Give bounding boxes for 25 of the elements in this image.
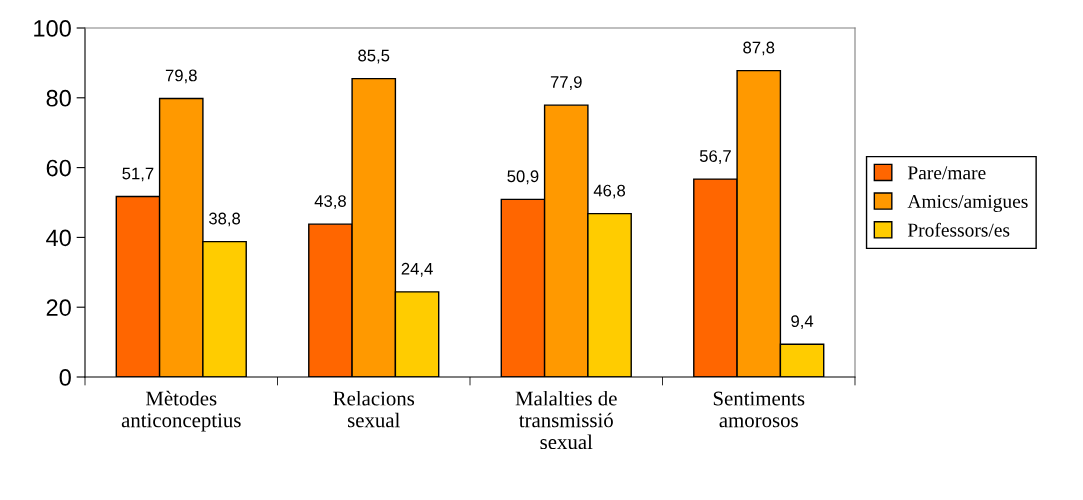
data-label: 77,9	[550, 76, 582, 90]
data-label: 9,4	[791, 315, 814, 329]
data-label: 87,8	[743, 41, 775, 56]
x-tick-label: Malalties de transmissió sexual	[515, 390, 617, 450]
data-label: 24,4	[401, 262, 433, 277]
data-label: 56,7	[699, 150, 731, 164]
y-tick-label: 100	[34, 20, 71, 37]
data-label: 85,5	[358, 49, 390, 64]
y-tick-label: 0	[59, 369, 71, 386]
legend-label: Pare/mare	[907, 166, 986, 180]
legend-label: Amics/amigues	[907, 194, 1028, 212]
data-label: 50,9	[507, 170, 539, 185]
y-tick-label: 20	[46, 299, 71, 316]
x-tick-label: Relacions sexual	[333, 390, 415, 428]
data-label: 46,8	[593, 184, 626, 199]
legend-label: Professors/es	[907, 222, 1010, 237]
y-tick-label: 60	[46, 159, 71, 177]
y-tick-label: 40	[46, 229, 71, 247]
y-tick-label: 80	[46, 89, 71, 107]
data-label: 51,7	[122, 167, 154, 182]
data-label: 38,8	[208, 212, 241, 227]
x-tick-label: Mètodes anticonceptius	[121, 390, 241, 432]
data-label: 43,8	[314, 195, 346, 209]
x-tick-label: Sentiments amorosos	[713, 391, 805, 428]
data-label: 79,8	[165, 69, 197, 84]
